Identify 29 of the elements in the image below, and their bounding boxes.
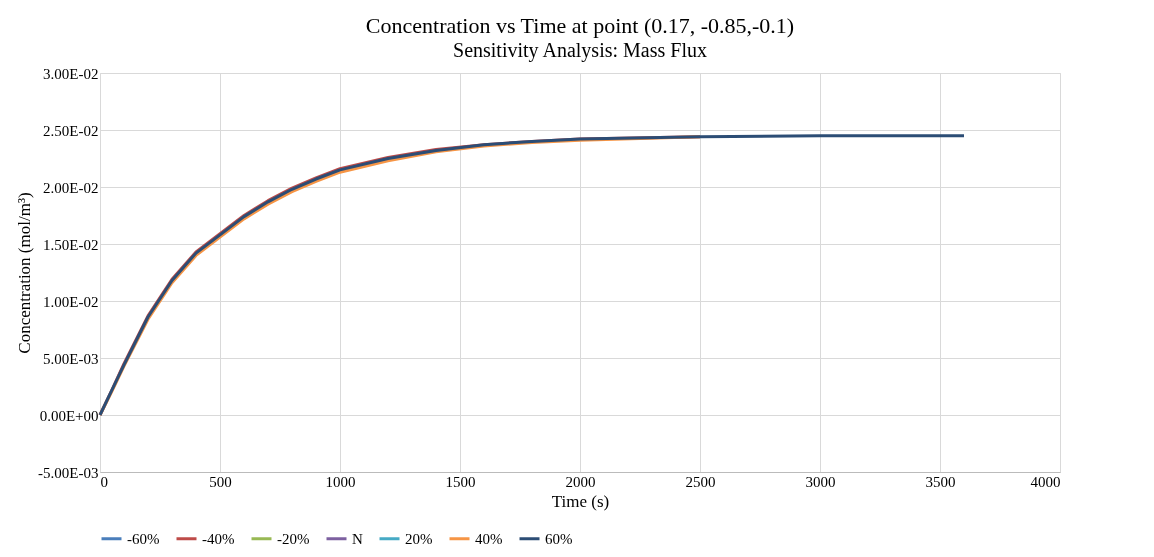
x-tick-label: 500 (209, 473, 232, 490)
legend-label: 60% (545, 530, 573, 547)
legend-label: 40% (475, 530, 503, 547)
x-tick-label: 1000 (325, 473, 356, 490)
x-tick-label: 1500 (445, 473, 476, 490)
y-tick-label: 2.00E-02 (43, 179, 99, 196)
x-axis-title: Time (s) (551, 491, 610, 511)
chart-subtitle: Sensitivity Analysis: Mass Flux (453, 39, 707, 62)
y-tick-label: 1.50E-02 (43, 236, 99, 253)
y-tick-label: 2.50E-02 (43, 122, 99, 139)
legend-label: 20% (405, 530, 433, 547)
x-tick-label: 0 (100, 473, 108, 490)
line-series (98, 134, 966, 417)
y-axis-title: Concentration (mol/m³) (15, 192, 35, 354)
x-tick-label: 3500 (925, 473, 956, 490)
y-tick-label: -5.00E-03 (38, 464, 99, 481)
x-tick-label: 2000 (565, 473, 596, 490)
y-tick-label: 5.00E-03 (43, 350, 99, 367)
x-tick-label: 4000 (1030, 473, 1061, 490)
chart-title: Concentration vs Time at point (0.17, -0.85,-0.1) (365, 13, 795, 38)
x-tick-label: 2500 (685, 473, 716, 490)
x-tick-label: 3000 (805, 473, 836, 490)
legend-label: -40% (202, 530, 235, 547)
y-tick-label: 3.00E-02 (43, 65, 99, 82)
legend-label: -60% (127, 530, 160, 547)
legend-label: -20% (277, 530, 310, 547)
y-tick-label: 1.00E-02 (43, 293, 99, 310)
legend-label: N (352, 530, 363, 547)
y-tick-label: 0.00E+00 (39, 407, 99, 424)
